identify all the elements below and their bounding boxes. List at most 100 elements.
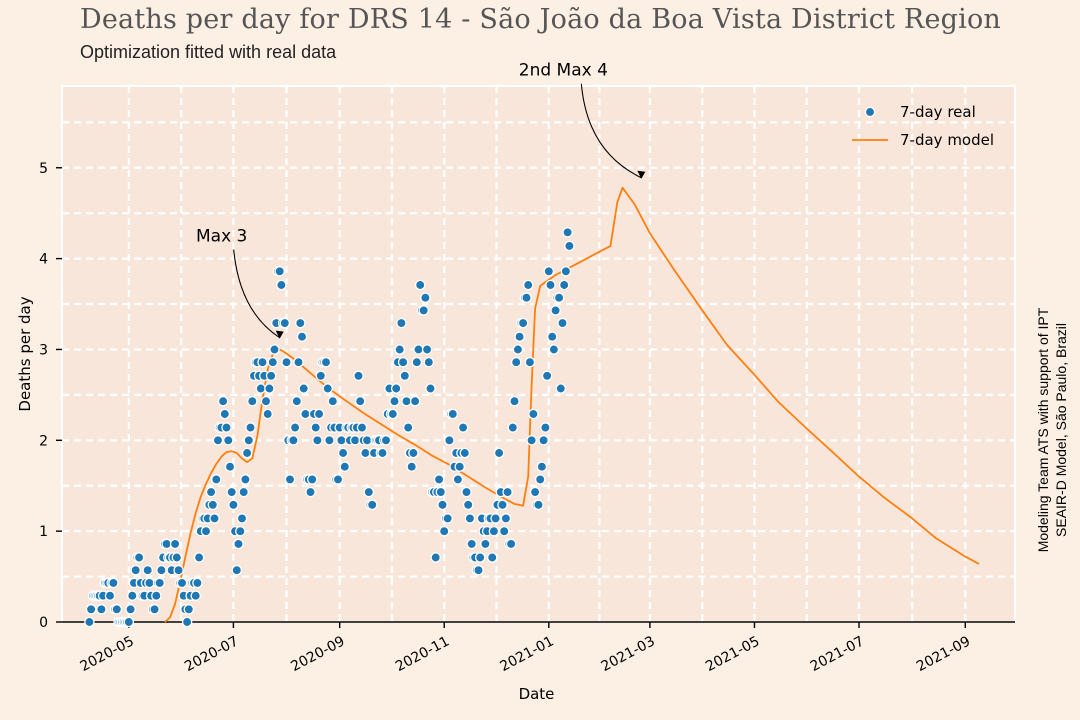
y-tick-label: 2 (39, 433, 48, 449)
data-point (241, 447, 253, 459)
model-layer (164, 186, 980, 623)
data-point (457, 422, 469, 433)
annotation-arrow (580, 83, 642, 179)
data-point (289, 422, 301, 433)
data-point (310, 422, 321, 433)
credit-line-2: SEAIR-D Model, São Paulo, Brazil (1053, 323, 1069, 537)
annotation-layer: Max 3 2nd Max 4 (196, 61, 646, 339)
data-point (274, 266, 285, 277)
data-point (349, 435, 361, 446)
data-point (534, 474, 546, 485)
data-point (267, 356, 279, 368)
data-point (517, 317, 529, 329)
data-point (526, 435, 537, 446)
data-point (154, 577, 165, 589)
plot-area (61, 85, 1016, 623)
data-point (497, 499, 508, 511)
data-point (305, 486, 316, 498)
data-point (353, 370, 364, 382)
legend-marker-real (864, 106, 876, 118)
data-point (564, 240, 575, 252)
data-point (238, 486, 249, 498)
data-point (133, 552, 145, 563)
data-point (522, 279, 534, 291)
data-point (211, 474, 222, 485)
data-point (433, 474, 445, 485)
data-point (221, 422, 232, 433)
data-point (452, 474, 464, 485)
data-point (397, 356, 409, 368)
data-point (409, 395, 421, 407)
data-point (377, 447, 388, 459)
data-point (557, 317, 568, 329)
data-point (507, 422, 519, 433)
data-point (281, 356, 292, 368)
data-point (233, 538, 244, 550)
data-point (247, 395, 258, 407)
data-point (279, 317, 291, 329)
data-point (480, 538, 491, 550)
data-point (288, 435, 299, 446)
data-point (219, 408, 231, 420)
data-point (171, 552, 183, 563)
data-point (295, 317, 306, 329)
data-point (223, 435, 234, 446)
data-point (505, 538, 517, 550)
data-point (144, 577, 155, 589)
data-point (193, 552, 205, 563)
data-point (236, 513, 248, 524)
y-tick-label: 3 (39, 342, 48, 358)
data-point (493, 447, 505, 459)
y-axis-label: Deaths per day (16, 296, 34, 411)
data-point (402, 422, 414, 433)
data-point (161, 538, 172, 550)
data-point (423, 356, 435, 368)
data-point (462, 499, 474, 511)
data-point (354, 395, 366, 407)
data-point (528, 408, 539, 420)
data-point (284, 474, 296, 485)
data-point (466, 538, 477, 550)
data-point (183, 604, 195, 615)
data-point (356, 422, 368, 433)
data-point (464, 513, 476, 524)
data-point (264, 383, 275, 394)
data-point (533, 499, 544, 511)
x-tick-label: 2021-01 (497, 633, 556, 675)
data-point (108, 577, 119, 589)
data-point (84, 616, 95, 628)
data-point (123, 616, 135, 628)
data-point (360, 447, 371, 459)
data-point (380, 435, 392, 446)
data-point (408, 447, 419, 459)
data-point (293, 356, 304, 368)
data-point (538, 435, 549, 446)
data-point (209, 513, 220, 524)
data-point (498, 525, 510, 537)
data-point (240, 474, 251, 485)
x-axis-label: Date (519, 685, 555, 703)
data-point (96, 604, 107, 615)
data-point (420, 292, 431, 303)
legend-label-model: 7-day model (900, 131, 994, 149)
data-point (205, 486, 217, 498)
data-point (315, 370, 327, 382)
data-point (324, 435, 335, 446)
data-point (418, 305, 429, 316)
data-point (235, 525, 246, 537)
data-point (231, 564, 243, 576)
data-point (430, 552, 441, 563)
data-point (510, 356, 522, 368)
model-line (164, 186, 980, 623)
data-point (500, 513, 512, 524)
annotation-label: 2nd Max 4 (519, 61, 608, 81)
data-point (512, 344, 524, 355)
data-point (389, 395, 400, 407)
data-point (399, 370, 411, 382)
points-layer (84, 227, 575, 628)
y-tick-label: 1 (39, 524, 48, 540)
data-point (313, 408, 325, 420)
legend: 7-day real 7-day model (852, 103, 994, 149)
data-point (387, 408, 399, 420)
